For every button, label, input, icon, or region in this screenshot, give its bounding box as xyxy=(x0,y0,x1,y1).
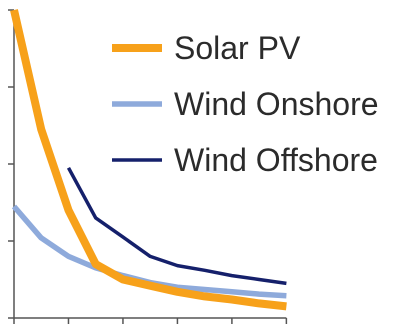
legend-label-wind-offshore: Wind Offshore xyxy=(174,142,378,178)
series-line-wind-offshore xyxy=(66,166,287,286)
legend-label-wind-onshore: Wind Onshore xyxy=(174,86,379,122)
legend-label-solar-pv: Solar PV xyxy=(174,30,301,66)
series-line-solar-pv xyxy=(10,9,287,311)
series-layer xyxy=(10,9,287,311)
legend: Solar PV Wind Onshore Wind Offshore xyxy=(112,30,379,178)
axes xyxy=(8,9,288,324)
